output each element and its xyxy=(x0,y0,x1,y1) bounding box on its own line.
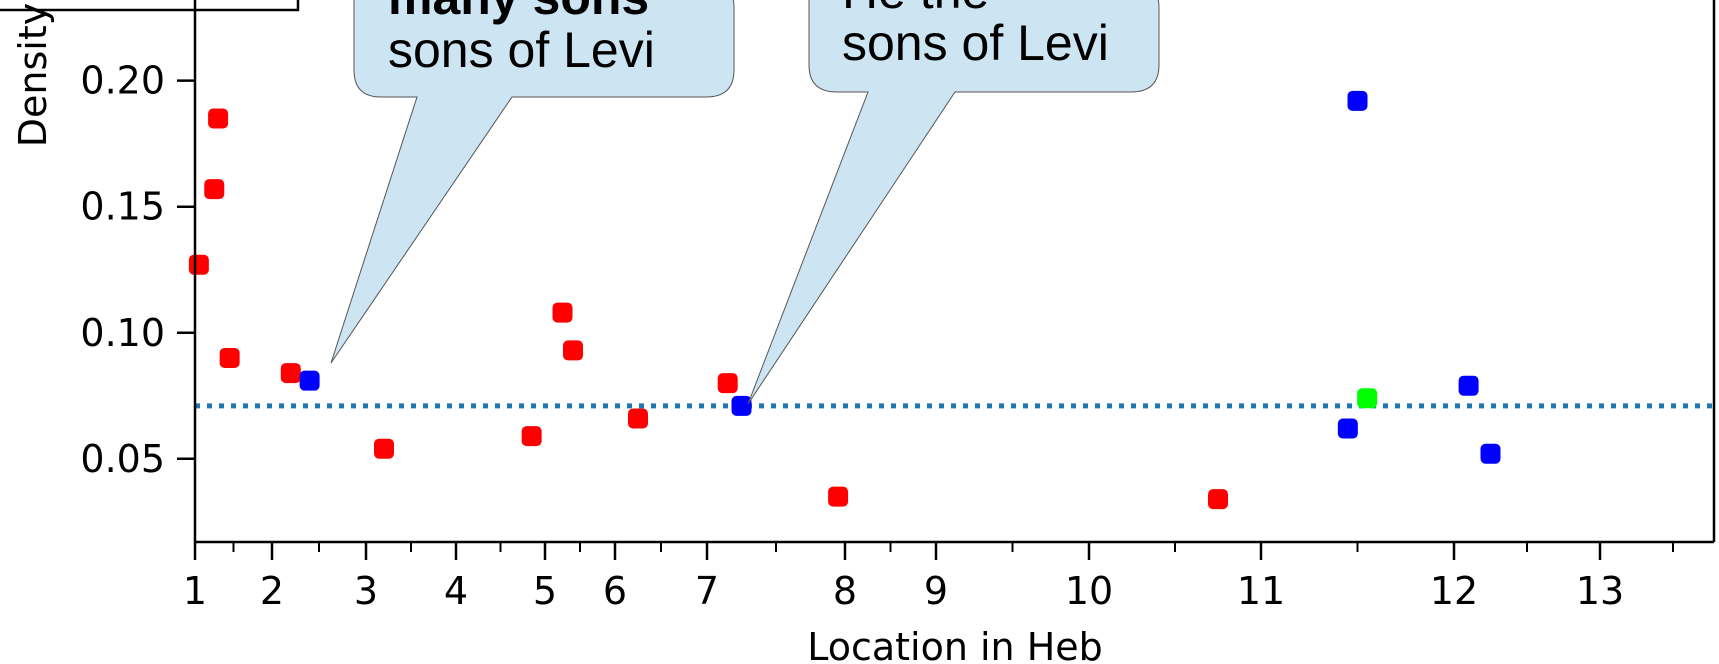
callout-2: He the sons of Levi xyxy=(747,0,1160,405)
callout-1: many sons sons of Levi xyxy=(330,0,735,364)
callout-1-line-2: sons of Levi xyxy=(388,22,655,78)
data-point-s1-0 xyxy=(299,370,320,391)
x-tick-label-10: 10 xyxy=(1065,569,1113,613)
x-tick-label-4: 4 xyxy=(444,569,468,613)
data-point-s1-3 xyxy=(1347,90,1368,111)
axes-layer xyxy=(193,0,1716,544)
data-point-s0-9 xyxy=(628,408,648,429)
x-tick-label-1: 1 xyxy=(183,569,207,613)
data-point-s1-4 xyxy=(1458,375,1479,396)
data-point-s0-8 xyxy=(563,340,583,361)
x-ticks-layer: 1 2 3 4 5 6 7 8 9 10 11 12 13 xyxy=(183,542,1674,613)
data-point-s0-10 xyxy=(717,373,738,394)
points-layer xyxy=(188,90,1501,510)
data-point-s1-1 xyxy=(731,395,752,416)
y-tick-label-3: 0.20 xyxy=(80,59,165,103)
data-point-s0-5 xyxy=(374,438,394,459)
callout-2-bubble xyxy=(747,0,1160,405)
data-point-s1-2 xyxy=(1337,418,1358,439)
data-point-s0-7 xyxy=(552,302,573,323)
data-point-s0-3 xyxy=(219,347,240,368)
callout-1-bubble xyxy=(330,0,735,364)
x-tick-label-6: 6 xyxy=(603,569,627,613)
x-tick-label-9: 9 xyxy=(924,569,948,613)
y-ticks-layer: 0.05 0.10 0.15 0.20 xyxy=(80,59,195,481)
data-point-s0-6 xyxy=(521,426,542,447)
data-point-s1-5 xyxy=(1480,443,1501,464)
data-point-s0-1 xyxy=(204,179,225,200)
x-tick-label-11: 11 xyxy=(1237,569,1285,613)
x-tick-label-13: 13 xyxy=(1576,569,1624,613)
x-tick-label-8: 8 xyxy=(833,569,857,613)
x-axis-label: Location in Heb xyxy=(807,625,1103,664)
data-point-s0-4 xyxy=(280,363,301,384)
data-point-s2-0 xyxy=(1357,388,1378,409)
y-tick-label-0: 0.05 xyxy=(80,437,165,481)
x-tick-label-7: 7 xyxy=(695,569,719,613)
x-tick-label-3: 3 xyxy=(354,569,378,613)
callout-2-line-1: He the xyxy=(842,0,989,19)
callouts-layer: many sons sons of Levi He the sons of Le… xyxy=(330,0,1160,405)
data-point-s0-2 xyxy=(208,108,229,129)
legend-box xyxy=(0,0,300,12)
data-point-s0-12 xyxy=(1208,489,1228,510)
y-tick-label-2: 0.15 xyxy=(80,185,165,229)
callout-2-line-2: sons of Levi xyxy=(842,15,1109,71)
y-axis-label: Density xyxy=(11,3,55,147)
data-point-s0-0 xyxy=(188,254,209,275)
x-tick-label-5: 5 xyxy=(533,569,557,613)
callout-1-line-1: many sons xyxy=(388,0,649,25)
data-point-s0-11 xyxy=(828,486,849,507)
x-tick-label-2: 2 xyxy=(260,569,284,613)
x-tick-label-12: 12 xyxy=(1430,569,1478,613)
y-tick-label-1: 0.10 xyxy=(80,311,165,355)
